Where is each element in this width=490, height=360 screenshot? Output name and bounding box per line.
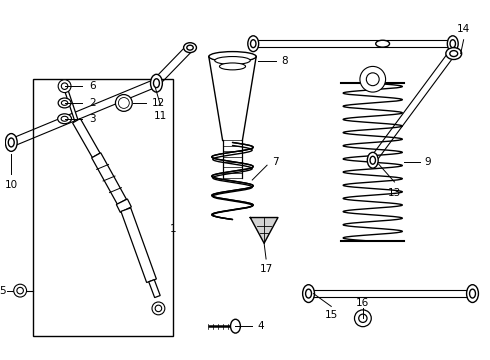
Text: 16: 16 (356, 298, 369, 309)
Polygon shape (73, 118, 100, 158)
Polygon shape (65, 91, 78, 121)
Polygon shape (92, 153, 126, 204)
Text: 1: 1 (170, 224, 176, 234)
Text: 11: 11 (154, 111, 167, 121)
Ellipse shape (61, 116, 68, 121)
Ellipse shape (187, 45, 193, 50)
Ellipse shape (150, 74, 162, 92)
Ellipse shape (370, 156, 375, 164)
Ellipse shape (368, 152, 378, 168)
Polygon shape (116, 199, 131, 212)
Circle shape (14, 284, 26, 297)
Polygon shape (250, 217, 278, 243)
Circle shape (152, 302, 165, 315)
Ellipse shape (58, 114, 72, 124)
Ellipse shape (446, 48, 462, 59)
Ellipse shape (5, 134, 17, 151)
Circle shape (120, 99, 128, 107)
Text: 6: 6 (89, 81, 96, 91)
Polygon shape (121, 208, 156, 283)
Circle shape (367, 73, 379, 86)
Ellipse shape (184, 43, 196, 53)
Circle shape (354, 310, 371, 327)
Circle shape (119, 98, 129, 108)
Text: 9: 9 (424, 157, 431, 167)
Text: 3: 3 (89, 114, 96, 124)
Text: 4: 4 (257, 321, 264, 331)
Circle shape (17, 287, 24, 294)
Ellipse shape (450, 51, 458, 57)
Ellipse shape (303, 285, 315, 302)
Circle shape (155, 305, 162, 312)
Ellipse shape (58, 98, 71, 108)
Ellipse shape (215, 57, 250, 64)
Ellipse shape (306, 289, 312, 298)
Ellipse shape (248, 36, 259, 51)
Ellipse shape (376, 40, 390, 47)
Bar (33, 79, 173, 336)
Ellipse shape (220, 63, 245, 70)
Ellipse shape (209, 51, 256, 62)
Text: 8: 8 (281, 57, 288, 67)
Circle shape (116, 95, 132, 111)
Text: 7: 7 (272, 157, 279, 167)
Text: 2: 2 (89, 98, 96, 108)
Ellipse shape (153, 79, 159, 87)
Ellipse shape (61, 100, 68, 105)
Text: 5: 5 (0, 285, 6, 296)
Circle shape (58, 80, 71, 93)
Ellipse shape (250, 40, 256, 48)
Circle shape (359, 314, 367, 323)
Text: 12: 12 (151, 98, 165, 108)
Text: 14: 14 (457, 24, 470, 34)
Ellipse shape (230, 319, 241, 333)
Ellipse shape (8, 138, 14, 147)
Polygon shape (149, 280, 160, 298)
Ellipse shape (447, 36, 458, 51)
Ellipse shape (450, 40, 456, 48)
Circle shape (360, 66, 386, 92)
Ellipse shape (469, 289, 475, 298)
Text: 17: 17 (260, 264, 273, 274)
Text: 10: 10 (5, 180, 18, 190)
Text: 15: 15 (325, 310, 338, 320)
Circle shape (61, 83, 68, 89)
Ellipse shape (466, 285, 478, 302)
Text: 13: 13 (388, 188, 401, 198)
